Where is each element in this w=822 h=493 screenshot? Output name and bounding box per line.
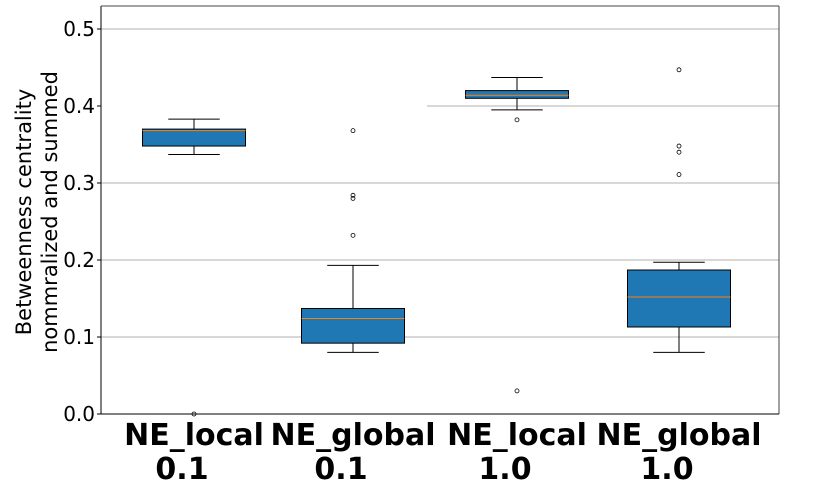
category-label-line-2: 1.0: [478, 452, 531, 487]
category-label-line-1: NE_local: [124, 418, 264, 453]
y-tick-label: 0.1: [63, 325, 95, 349]
category-label-line-2: 0.1: [314, 452, 367, 487]
outlier-point: [514, 117, 520, 123]
outlier-point: [350, 192, 356, 198]
y-axis-label-line-2: nommralized and summed: [38, 71, 62, 353]
iqr-box: [301, 308, 405, 344]
outlier-point: [350, 128, 356, 134]
y-tick-label: 0.2: [63, 248, 95, 272]
outlier-point: [676, 172, 682, 177]
grid-lines: [101, 28, 779, 338]
y-tick-label: 0.5: [63, 17, 95, 41]
category-label-line-1: NE_global: [271, 418, 436, 453]
outlier-point: [676, 149, 682, 155]
outlier-point: [676, 143, 682, 149]
iqr-box: [142, 128, 246, 147]
category-label-line-1: NE_global: [597, 418, 762, 453]
y-tick-label: 0.4: [63, 94, 95, 118]
outlier-point: [676, 67, 682, 73]
y-axis-label: Betweenness centrality nommralized and s…: [12, 71, 62, 353]
axes: [100, 5, 780, 415]
box-group: [627, 67, 731, 353]
outlier-point: [350, 195, 356, 201]
y-tick-label: 0.0: [63, 402, 95, 426]
iqr-box: [627, 269, 731, 328]
iqr-box: [465, 90, 569, 99]
y-tick-labels: 0.0 0.1 0.2 0.3 0.4 0.5: [63, 17, 101, 426]
box-group: [142, 118, 246, 417]
category-label-line-2: 0.1: [155, 452, 208, 487]
category-label-line-2: 1.0: [640, 452, 693, 487]
outlier-point: [350, 232, 356, 238]
boxes: [142, 67, 731, 417]
category-labels: NE_local0.1NE_global0.1NE_local1.0NE_glo…: [124, 418, 761, 487]
box-group: [301, 128, 405, 353]
y-axis-label-line-1: Betweenness centrality: [12, 89, 36, 336]
box-group: [465, 77, 569, 394]
outlier-point: [514, 388, 520, 394]
category-label-line-1: NE_local: [447, 418, 587, 453]
y-tick-label: 0.3: [63, 171, 95, 195]
